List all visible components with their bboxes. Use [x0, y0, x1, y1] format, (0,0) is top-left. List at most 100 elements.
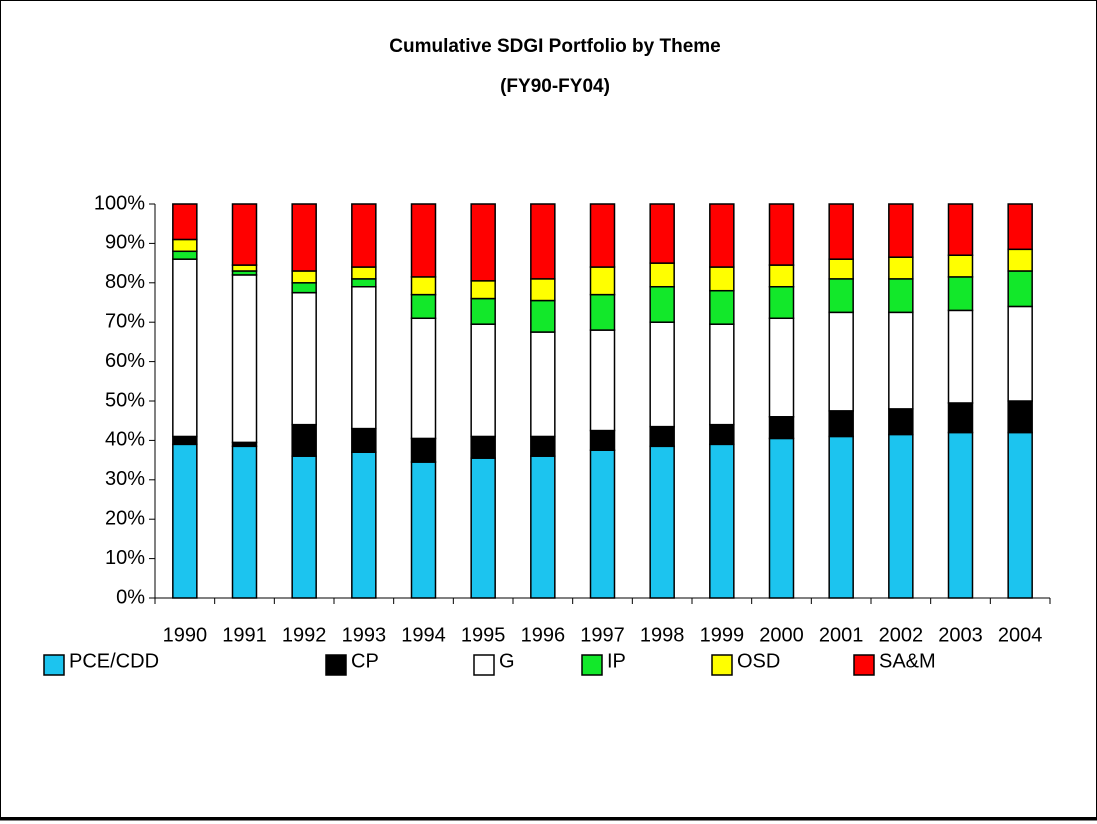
- bar-segment: [589, 266, 616, 296]
- bar-segment: [888, 408, 914, 436]
- legend-swatch: [711, 654, 733, 676]
- bar-segment: [291, 423, 317, 457]
- bar-segment: [649, 425, 675, 448]
- bar-segment: [172, 203, 198, 241]
- x-tick-label: 1998: [640, 624, 685, 646]
- bar-segment: [410, 203, 437, 278]
- bar-segment: [649, 262, 675, 288]
- bar-segment: [709, 323, 735, 426]
- bar-segment: [291, 270, 317, 284]
- bar-segment: [768, 317, 795, 418]
- legend-label: OSD: [737, 650, 780, 672]
- y-tick-label: 40%: [105, 429, 145, 451]
- bar-segment: [470, 297, 496, 325]
- bar-segment: [888, 278, 914, 314]
- y-tick-label: 0%: [116, 586, 145, 608]
- bar-segment: [291, 203, 317, 272]
- bar-segment: [828, 410, 854, 438]
- bar-segment: [709, 289, 735, 325]
- bar-segment: [470, 435, 496, 459]
- y-tick-label: 50%: [105, 389, 145, 411]
- bar-segment: [410, 276, 437, 296]
- bar-segment: [530, 455, 556, 599]
- bar-segment: [649, 321, 675, 428]
- legend-label: SA&M: [879, 650, 936, 672]
- x-tick-label: 2003: [938, 624, 983, 646]
- x-tick-label: 1994: [401, 624, 446, 646]
- bar-segment: [231, 264, 258, 272]
- bar-segment: [768, 437, 795, 599]
- bar-segment: [1007, 248, 1033, 272]
- bar-segment: [172, 435, 198, 446]
- bar-segment: [1007, 305, 1033, 402]
- bar-segment: [709, 423, 735, 446]
- legend-swatch: [325, 654, 347, 676]
- bar-segment: [1007, 400, 1033, 434]
- bar-segment: [351, 203, 377, 268]
- x-tick-label: 1990: [163, 624, 208, 646]
- bar-segment: [768, 203, 795, 266]
- y-tick-label: 20%: [105, 507, 145, 529]
- bar-segment: [291, 282, 317, 294]
- bar-segment: [828, 258, 854, 280]
- bar-segment: [172, 258, 198, 438]
- bar-segment: [947, 309, 974, 404]
- bar-segment: [410, 437, 437, 463]
- x-tick-label: 2001: [819, 624, 864, 646]
- bar-segment: [828, 435, 854, 599]
- bar-segment: [768, 416, 795, 440]
- bar-segment: [231, 445, 258, 599]
- bar-segment: [649, 203, 675, 264]
- bar-segment: [291, 291, 317, 426]
- y-tick-label: 90%: [105, 232, 145, 254]
- bar-segment: [589, 449, 616, 599]
- bar-segment: [410, 317, 437, 440]
- x-tick-label: 2002: [879, 624, 924, 646]
- bar-segment: [589, 429, 616, 451]
- bar-segment: [470, 280, 496, 300]
- legend-swatch: [581, 654, 603, 676]
- bar-segment: [888, 311, 914, 410]
- bar-segment: [709, 203, 735, 268]
- bar-segment: [888, 256, 914, 280]
- chart-title: Cumulative SDGI Portfolio by Theme: [389, 36, 721, 57]
- y-tick-label: 10%: [105, 547, 145, 569]
- bar-segment: [470, 203, 496, 282]
- x-tick-label: 1999: [700, 624, 745, 646]
- bar-segment: [351, 427, 377, 453]
- bar-segment: [351, 278, 377, 288]
- bar-segment: [231, 274, 258, 444]
- bar-segment: [351, 451, 377, 599]
- bar-segment: [947, 254, 974, 278]
- bar-segment: [589, 203, 616, 268]
- bar-segment: [709, 443, 735, 599]
- y-tick-label: 70%: [105, 310, 145, 332]
- bar-segment: [172, 238, 198, 253]
- x-tick-label: 2000: [759, 624, 804, 646]
- x-tick-label: 1991: [222, 624, 267, 646]
- y-tick-label: 80%: [105, 271, 145, 293]
- bar-segment: [470, 457, 496, 599]
- bar-segment: [768, 264, 795, 288]
- bar-segment: [530, 203, 556, 280]
- legend-label: PCE/CDD: [69, 650, 159, 672]
- bar-segment: [1007, 431, 1033, 599]
- bar-segment: [709, 266, 735, 292]
- legend-label: G: [499, 650, 515, 672]
- legend-label: IP: [607, 650, 626, 672]
- legend-swatch: [473, 654, 495, 676]
- bar-segment: [649, 285, 675, 323]
- bar-segment: [828, 311, 854, 412]
- legend-swatch: [43, 654, 65, 676]
- legend-label: CP: [351, 650, 379, 672]
- bar-segment: [530, 435, 556, 457]
- bar-segment: [649, 445, 675, 599]
- x-tick-label: 1992: [282, 624, 327, 646]
- y-tick-label: 30%: [105, 468, 145, 490]
- bar-segment: [410, 293, 437, 320]
- bar-segment: [888, 203, 914, 258]
- y-tick-label: 60%: [105, 350, 145, 372]
- bar-segment: [589, 329, 616, 432]
- x-tick-label: 1993: [342, 624, 387, 646]
